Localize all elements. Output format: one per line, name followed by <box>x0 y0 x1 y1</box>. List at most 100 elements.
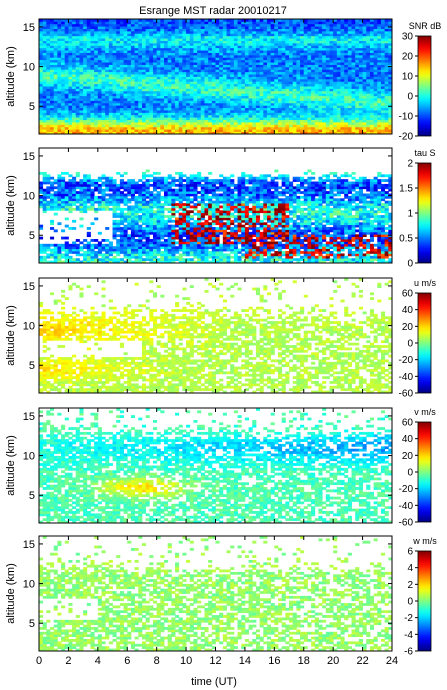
heatmap-cell <box>46 126 51 130</box>
heatmap-cell <box>149 45 154 49</box>
heatmap-cell <box>244 117 249 121</box>
heatmap-cell <box>215 71 220 75</box>
heatmap-cell <box>222 71 227 75</box>
heatmap-cell <box>278 74 283 77</box>
heatmap-cell <box>64 236 69 240</box>
heatmap-cell <box>94 47 99 51</box>
heatmap-cell <box>97 83 102 87</box>
heatmap-cell <box>175 119 180 123</box>
heatmap-cell <box>222 33 227 37</box>
heatmap-cell <box>351 122 356 125</box>
heatmap-cell <box>351 131 356 135</box>
heatmap-cell <box>53 126 58 130</box>
heatmap-cell <box>130 98 136 101</box>
heatmap-cell <box>171 40 176 44</box>
heatmap-cell <box>130 35 136 39</box>
heatmap-cell <box>175 83 180 87</box>
heatmap-cell <box>200 42 205 46</box>
heatmap-cell <box>208 45 213 49</box>
heatmap-cell <box>314 21 319 25</box>
heatmap-cell <box>53 33 58 37</box>
heatmap-cell <box>141 117 147 121</box>
heatmap-cell <box>138 81 143 85</box>
heatmap-cell <box>366 83 371 87</box>
heatmap-cell <box>101 78 106 82</box>
heatmap-cell <box>108 62 113 65</box>
heatmap-cell <box>204 30 209 34</box>
heatmap-cell <box>318 102 323 106</box>
heatmap-cell <box>83 64 88 68</box>
heatmap-cell <box>355 71 360 75</box>
heatmap-cell <box>182 93 187 97</box>
heatmap-cell <box>83 66 88 70</box>
heatmap-cell <box>175 42 180 46</box>
heatmap-cell <box>39 195 44 199</box>
heatmap-cell <box>274 110 279 113</box>
heatmap-cell <box>215 78 220 82</box>
heatmap-cell <box>226 28 231 32</box>
heatmap-cell <box>237 30 242 34</box>
heatmap-cell <box>134 119 139 123</box>
heatmap-cell <box>97 107 102 111</box>
heatmap-cell <box>377 21 382 25</box>
heatmap-cell <box>380 126 386 130</box>
heatmap-cell <box>333 66 338 70</box>
heatmap-cell <box>86 78 91 82</box>
heatmap-cell <box>75 119 80 123</box>
heatmap-cell <box>307 30 312 34</box>
heatmap-cell <box>171 42 176 46</box>
heatmap-cell <box>138 35 143 39</box>
heatmap-cell <box>219 112 224 116</box>
heatmap-cell <box>366 71 371 75</box>
heatmap-cell <box>362 131 367 135</box>
heatmap-cell <box>123 102 128 106</box>
heatmap-cell <box>278 88 283 92</box>
heatmap-cell <box>388 83 393 87</box>
heatmap-cell <box>211 76 216 80</box>
heatmap-cell <box>50 110 55 113</box>
heatmap-cell <box>347 50 352 53</box>
heatmap-cell <box>167 28 172 32</box>
heatmap-cell <box>156 69 161 73</box>
heatmap-cell <box>322 112 327 116</box>
heatmap-cell <box>61 203 66 206</box>
heatmap-cell <box>325 98 330 101</box>
heatmap-cell <box>116 26 121 29</box>
heatmap-cell <box>336 69 341 73</box>
heatmap-cell <box>189 110 194 113</box>
heatmap-cell <box>72 243 77 247</box>
heatmap-cell <box>90 57 95 61</box>
heatmap-cell <box>289 26 294 29</box>
heatmap-cell <box>112 62 117 65</box>
heatmap-cell <box>105 102 110 106</box>
heatmap-cell <box>241 102 246 106</box>
heatmap-cell <box>64 102 69 106</box>
heatmap-cell <box>68 38 73 41</box>
heatmap-cell <box>164 122 169 125</box>
heatmap-cell <box>292 78 297 82</box>
heatmap-cell <box>61 19 66 22</box>
heatmap-cell <box>329 119 334 123</box>
heatmap-cell <box>278 23 283 27</box>
heatmap-cell <box>42 114 47 118</box>
heatmap-cell <box>252 100 257 104</box>
heatmap-cell <box>127 117 132 121</box>
heatmap-cell <box>119 35 124 39</box>
heatmap-cell <box>186 90 191 94</box>
heatmap-cell <box>108 110 113 113</box>
heatmap-cell <box>369 126 375 130</box>
heatmap-cell <box>149 78 154 82</box>
heatmap-cell <box>292 95 297 99</box>
heatmap-cell <box>366 40 371 44</box>
heatmap-cell <box>119 30 124 34</box>
heatmap-cell <box>336 50 341 53</box>
heatmap-cell <box>57 86 62 89</box>
heatmap-cell <box>86 193 91 197</box>
heatmap-cell <box>300 129 305 133</box>
heatmap-cell <box>252 57 257 61</box>
heatmap-cell <box>105 64 110 68</box>
heatmap-cell <box>193 40 198 44</box>
heatmap-cell <box>241 50 246 53</box>
heatmap-cell <box>347 122 352 125</box>
heatmap-cell <box>116 28 121 32</box>
